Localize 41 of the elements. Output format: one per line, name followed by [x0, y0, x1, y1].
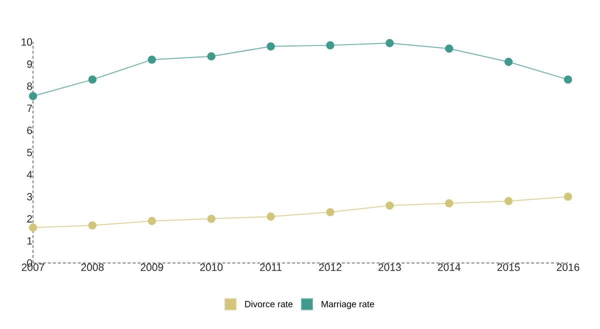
point	[564, 75, 572, 84]
y-tick-label: 3	[27, 192, 32, 200]
x-tick-label: 2011	[260, 264, 282, 271]
point	[28, 92, 38, 100]
point	[148, 56, 156, 64]
point	[445, 199, 454, 208]
point	[266, 42, 275, 51]
x-tick-label: 2015	[497, 264, 520, 271]
point	[504, 197, 513, 206]
legend-label: Divorce rate	[245, 300, 293, 308]
point	[326, 208, 334, 216]
y-tick-label: 8	[27, 82, 32, 90]
point	[386, 39, 394, 48]
point	[88, 221, 97, 230]
y-tick-label: 2	[27, 215, 32, 222]
y-tick-label: 7	[27, 104, 32, 112]
x-tick-label: 2016	[556, 264, 580, 271]
point	[386, 201, 394, 210]
point	[28, 224, 38, 232]
y-tick-label: 4	[26, 170, 32, 178]
point	[88, 75, 97, 84]
point	[564, 192, 572, 201]
y-tick-label: 1	[27, 237, 32, 245]
point	[207, 214, 216, 223]
x-tick-label: 2012	[319, 264, 342, 271]
y-tick-label: 5	[27, 148, 32, 156]
point	[207, 52, 216, 60]
point	[148, 216, 156, 226]
x-tick-label: 2014	[438, 264, 460, 271]
point	[266, 212, 275, 221]
point	[445, 44, 454, 53]
legend-label: Marriage rate	[322, 300, 374, 310]
point	[326, 41, 334, 50]
y-tick-label: 10	[22, 38, 32, 46]
y-tick-label: 9	[27, 60, 32, 68]
x-tick-label: 2008	[81, 264, 104, 271]
x-tick-label: 2009	[140, 264, 164, 271]
x-tick-label: 2010	[200, 264, 223, 271]
x-tick-label: 2013	[378, 264, 401, 271]
y-tick-label: 6	[27, 126, 32, 134]
point	[504, 58, 513, 66]
